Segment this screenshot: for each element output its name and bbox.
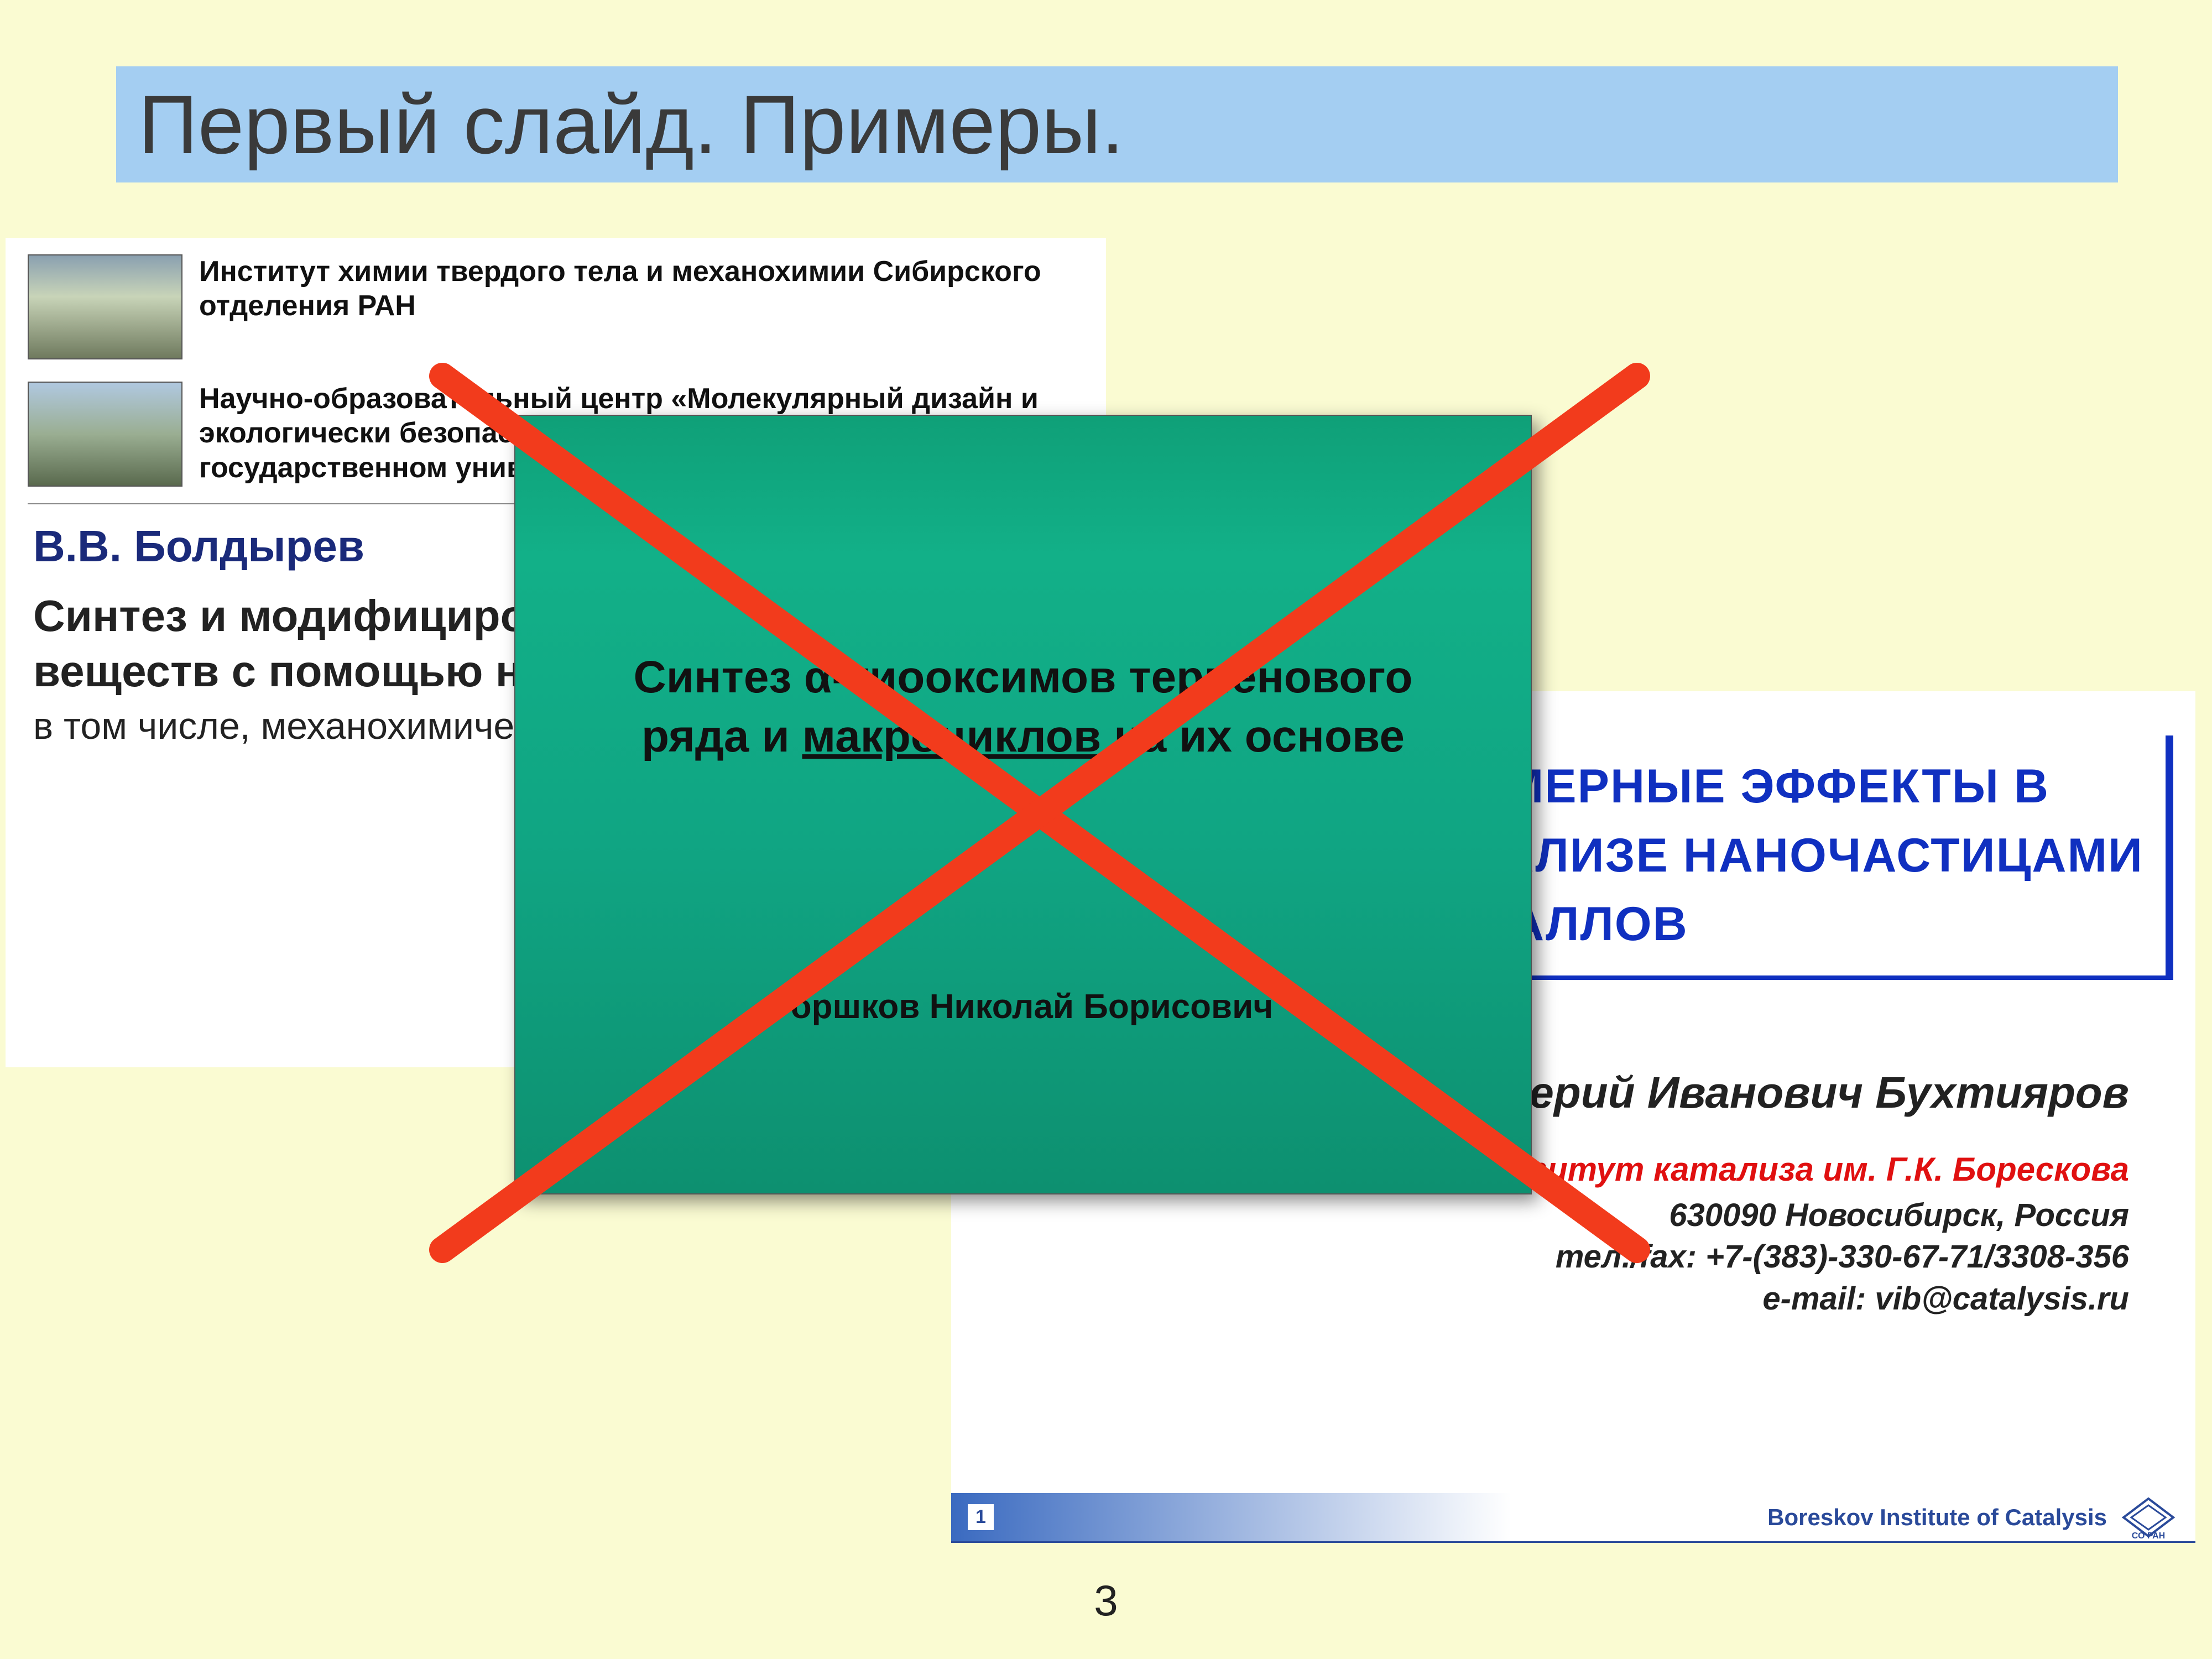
page-number: 3	[1094, 1575, 1118, 1626]
slide2-footer: 1 Boreskov Institute of Catalysis СО РАН	[951, 1493, 2195, 1543]
example-slide-3-bad: Синтез α-тиооксимов терпенового ряда и м…	[514, 415, 1532, 1194]
page-title: Первый слайд. Примеры.	[138, 77, 1124, 173]
institution-row-1: Институт химии твердого тела и механохим…	[6, 238, 1106, 365]
slide3-title-l1: Синтез α-тиооксимов терпенового	[515, 648, 1531, 707]
slide2-footer-page: 1	[968, 1504, 994, 1530]
slide2-speaker: Валерий Иванович Бухтияров	[1445, 1067, 2129, 1118]
institution-text-1: Институт химии твердого тела и механохим…	[199, 254, 1084, 324]
boreskov-logo-icon: СО РАН	[2118, 1495, 2179, 1540]
slide2-affiliation: Институт катализа им. Г.К. Борескова	[1455, 1150, 2129, 1188]
slide2-email: e-mail: vib@catalysis.ru	[1556, 1278, 2129, 1319]
slide2-contact: 630090 Новосибирск, Россия тел./fax: +7-…	[1556, 1194, 2129, 1319]
institution-photo-2	[28, 382, 182, 487]
slide3-title-l2: ряда и макроциклов на их основе	[515, 707, 1531, 766]
slide2-phone: тел./fax: +7-(383)-330-67-71/3308-356	[1556, 1236, 2129, 1277]
slide2-footer-institute: Boreskov Institute of Catalysis СО РАН	[1767, 1495, 2179, 1540]
slide2-address: 630090 Новосибирск, Россия	[1556, 1194, 2129, 1236]
slide3-title: Синтез α-тиооксимов терпенового ряда и м…	[515, 648, 1531, 766]
institution-photo-1	[28, 254, 182, 359]
svg-text:СО РАН: СО РАН	[2132, 1531, 2165, 1540]
slide3-author: Горшков Николай Борисович	[515, 987, 1531, 1026]
slide2-footer-institute-text: Boreskov Institute of Catalysis	[1767, 1504, 2107, 1531]
title-bar: Первый слайд. Примеры.	[116, 66, 2118, 182]
